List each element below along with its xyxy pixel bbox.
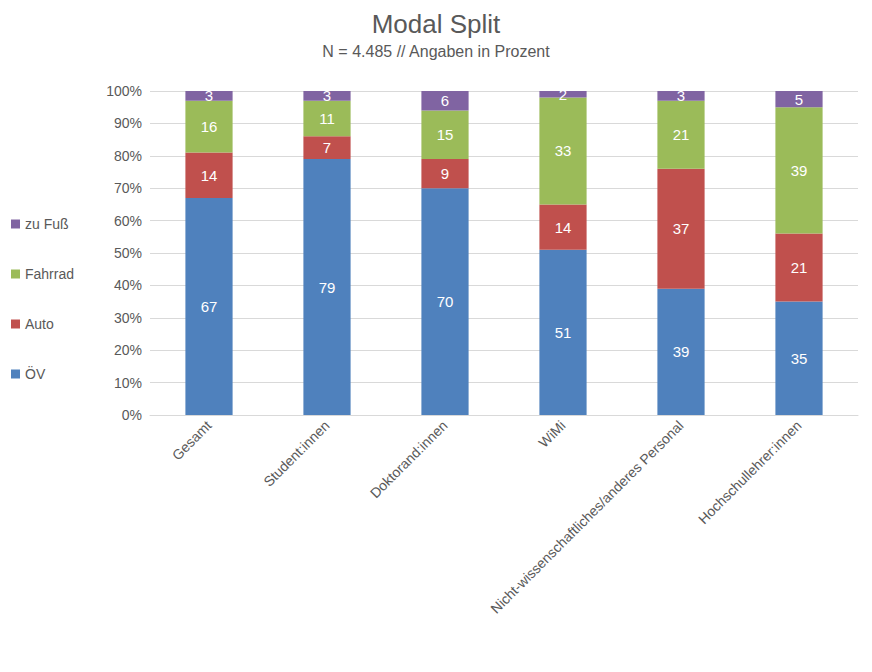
svg-text:20%: 20% — [114, 342, 142, 358]
svg-text:Nicht-wissenschaftliches/ander: Nicht-wissenschaftliches/anderes Persona… — [487, 417, 686, 616]
svg-text:15: 15 — [437, 126, 454, 143]
svg-text:Doktorand:innen: Doktorand:innen — [367, 417, 451, 501]
svg-text:33: 33 — [555, 142, 572, 159]
svg-text:5: 5 — [795, 91, 803, 108]
svg-text:80%: 80% — [114, 148, 142, 164]
svg-text:10%: 10% — [114, 375, 142, 391]
svg-text:39: 39 — [673, 343, 690, 360]
svg-text:WiMi: WiMi — [535, 417, 568, 450]
svg-text:50%: 50% — [114, 245, 142, 261]
svg-text:2: 2 — [559, 86, 567, 103]
svg-text:ÖV: ÖV — [25, 365, 46, 382]
svg-text:N = 4.485 // Angaben in Prozen: N = 4.485 // Angaben in Prozent — [322, 43, 550, 60]
svg-text:3: 3 — [323, 87, 331, 104]
svg-text:zu Fuß: zu Fuß — [25, 216, 69, 232]
svg-text:79: 79 — [319, 279, 336, 296]
svg-text:14: 14 — [201, 167, 218, 184]
svg-text:9: 9 — [441, 165, 449, 182]
svg-text:0%: 0% — [122, 407, 142, 423]
svg-text:Modal Split: Modal Split — [372, 9, 501, 39]
svg-text:21: 21 — [673, 126, 690, 143]
svg-text:11: 11 — [319, 110, 335, 127]
svg-text:90%: 90% — [114, 115, 142, 131]
svg-text:Gesamt: Gesamt — [169, 417, 215, 463]
svg-text:3: 3 — [205, 87, 213, 104]
svg-text:Hochschullehrer:innen: Hochschullehrer:innen — [695, 417, 805, 527]
svg-text:67: 67 — [201, 298, 218, 315]
svg-text:39: 39 — [791, 162, 808, 179]
svg-text:6: 6 — [441, 92, 449, 109]
svg-text:35: 35 — [791, 350, 808, 367]
svg-text:40%: 40% — [114, 277, 142, 293]
svg-text:14: 14 — [555, 219, 572, 236]
svg-text:7: 7 — [323, 139, 331, 156]
svg-text:60%: 60% — [114, 213, 142, 229]
svg-text:Fahrrad: Fahrrad — [25, 266, 74, 282]
svg-text:16: 16 — [201, 118, 218, 135]
svg-text:37: 37 — [673, 220, 690, 237]
svg-text:100%: 100% — [106, 83, 142, 99]
svg-text:Student:innen: Student:innen — [260, 417, 332, 489]
svg-text:51: 51 — [555, 324, 572, 341]
svg-text:21: 21 — [791, 259, 808, 276]
svg-text:Auto: Auto — [25, 316, 54, 332]
svg-text:70%: 70% — [114, 180, 142, 196]
svg-text:30%: 30% — [114, 310, 142, 326]
svg-text:3: 3 — [677, 87, 685, 104]
svg-text:70: 70 — [437, 293, 454, 310]
